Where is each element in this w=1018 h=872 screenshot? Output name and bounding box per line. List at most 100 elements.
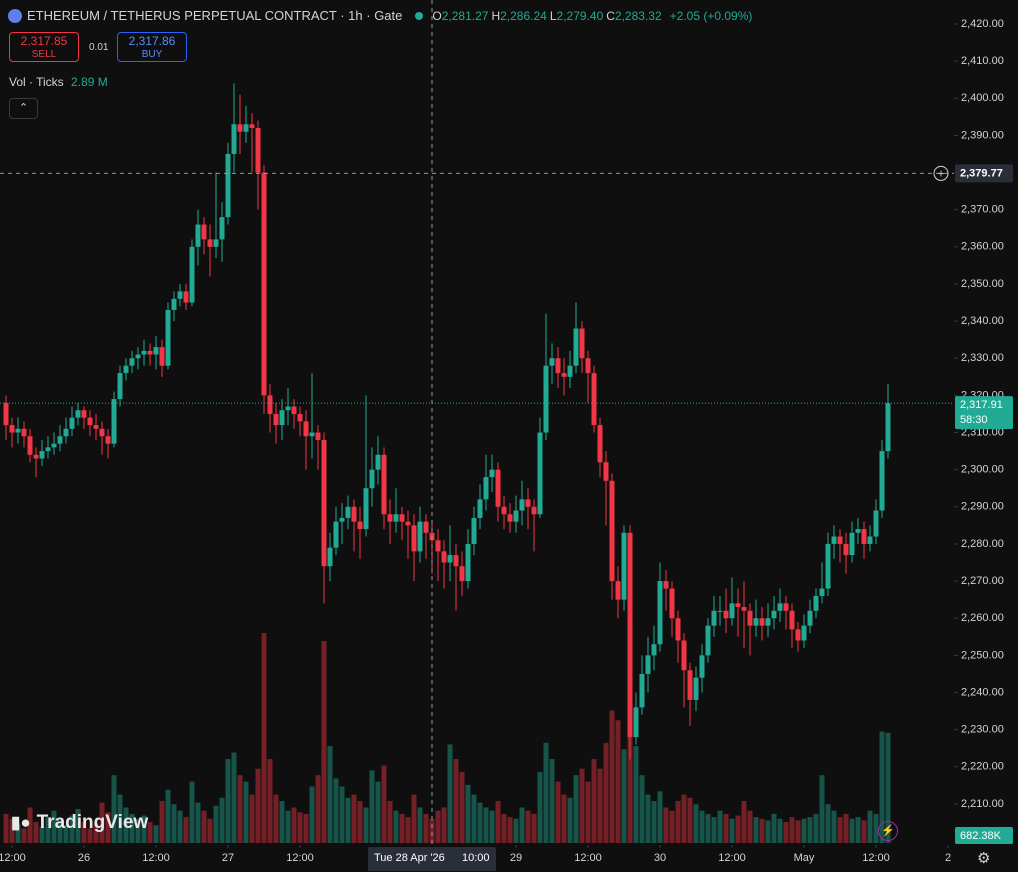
candle-body (729, 603, 735, 619)
candle-body (453, 555, 459, 567)
volume-bar (75, 809, 81, 843)
volume-bar (297, 812, 303, 843)
candle-body (21, 428, 27, 437)
ohlc-value: 2,281.27 (441, 8, 489, 23)
volume-bar (609, 710, 615, 843)
candle-body (315, 432, 321, 440)
candle-body (105, 436, 111, 444)
candle-body (495, 469, 501, 507)
volume-bar (657, 791, 663, 843)
sell-button[interactable]: 2,317.85 SELL (9, 32, 79, 62)
volume-bar (531, 813, 537, 843)
volume-bar (543, 742, 549, 843)
candle-body (459, 566, 465, 582)
candle-body (753, 618, 759, 626)
buy-label: BUY (141, 49, 163, 60)
volume-bar (861, 820, 867, 843)
settings-icon[interactable]: ⚙ (977, 850, 991, 867)
volume-bar (303, 813, 309, 843)
y-tick-label: 2,270.00 (961, 575, 1004, 587)
candle-body (255, 127, 261, 173)
candle-body (597, 425, 603, 463)
candle-body (243, 124, 249, 132)
candle-body (219, 217, 225, 240)
candle-body (867, 536, 873, 544)
volume-bar (339, 786, 345, 843)
y-tick-label: 2,420.00 (961, 18, 1004, 30)
volume-bar (795, 820, 801, 843)
candle-body (465, 543, 471, 582)
volume-bar (699, 810, 705, 843)
volume-label-box (955, 827, 1013, 844)
alert-icon[interactable]: ⚡ (878, 821, 898, 841)
candle-body (669, 588, 675, 619)
candle-body (765, 618, 771, 626)
candle-body (825, 543, 831, 589)
volume-bar (615, 720, 621, 843)
x-tick-label: 26 (78, 852, 90, 864)
candle-body (801, 625, 807, 641)
sell-label: SELL (31, 49, 57, 60)
volume-bar (465, 784, 471, 843)
candle-body (699, 655, 705, 678)
volume-bar (57, 820, 63, 843)
y-tick-label: 2,250.00 (961, 649, 1004, 661)
candle-body (15, 428, 21, 433)
candle-body (423, 521, 429, 533)
candle-body (345, 506, 351, 518)
volume-bar (843, 813, 849, 843)
candle-body (57, 436, 63, 444)
volume-bar (3, 813, 9, 843)
volume-bar (879, 731, 885, 843)
volume-bar (105, 812, 111, 843)
candle-body (861, 529, 867, 544)
volume-bar (39, 826, 45, 843)
volume-bar (873, 813, 879, 843)
x-tick-label: 29 (510, 852, 522, 864)
watermark: ▮● TradingView (11, 812, 148, 834)
volume-bar (147, 822, 153, 843)
volume-bar (759, 818, 765, 843)
candle-body (771, 610, 777, 619)
candle-body (879, 451, 885, 511)
volume-bar (357, 801, 363, 843)
candle-body (645, 655, 651, 674)
volume-bar (63, 825, 69, 843)
candle-body (339, 517, 345, 522)
volume-bar (471, 794, 477, 843)
candle-body (519, 499, 525, 511)
x-tick-label: 12:00 (142, 852, 170, 864)
candle-body (393, 514, 399, 522)
volume-bar (141, 815, 147, 843)
candle-body (117, 373, 123, 400)
volume-bar (585, 781, 591, 843)
volume-bar (681, 794, 687, 843)
collapse-button[interactable]: ⌃ (9, 98, 38, 119)
y-tick-label: 2,370.00 (961, 204, 1004, 216)
volume-bar (201, 810, 207, 843)
candle-body (177, 291, 183, 299)
candle-body (321, 439, 327, 567)
candle-body (147, 350, 153, 355)
volume-bar (321, 641, 327, 843)
volume-bar (99, 802, 105, 843)
volume-bar (693, 804, 699, 843)
x-tick-label: 27 (222, 852, 234, 864)
volume-bar (801, 818, 807, 843)
y-tick-label: 2,410.00 (961, 55, 1004, 67)
volume-bar (135, 818, 141, 843)
volume-bar (249, 794, 255, 843)
candle-body (489, 469, 495, 478)
candle-body (369, 469, 375, 489)
candle-body (201, 224, 207, 240)
volume-bar (747, 810, 753, 843)
candle-body (783, 603, 789, 611)
buy-button[interactable]: 2,317.86 BUY (117, 32, 187, 62)
volume-bar (351, 794, 357, 843)
volume-bar (561, 794, 567, 843)
candle-body (333, 521, 339, 548)
ohlc-value: 2,283.32 (614, 8, 662, 23)
volume-bar (261, 633, 267, 843)
candle-body (87, 417, 93, 426)
add-alert-icon[interactable] (933, 165, 949, 181)
